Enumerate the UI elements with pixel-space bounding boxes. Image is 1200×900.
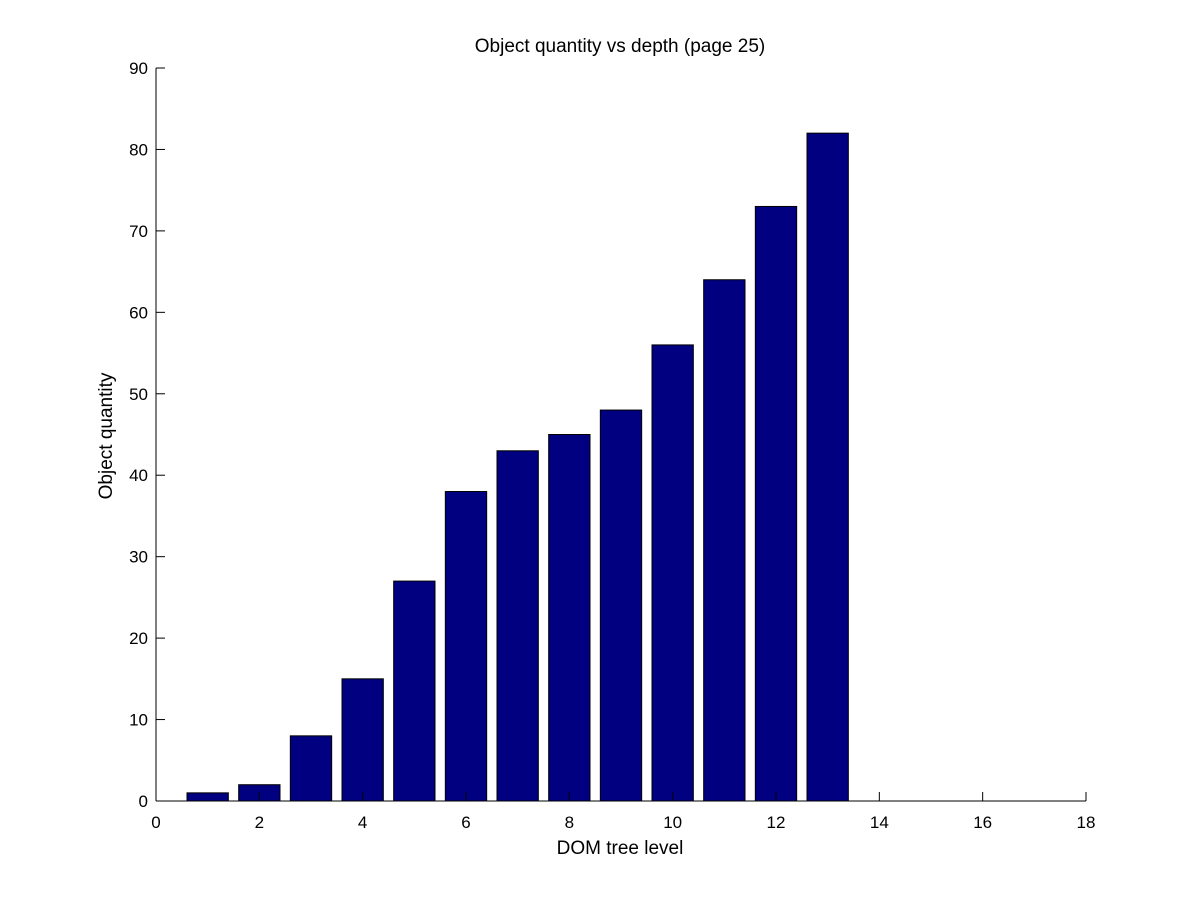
x-tick-label: 14 (870, 813, 889, 832)
y-tick-label: 20 (129, 629, 148, 648)
x-tick-label: 2 (255, 813, 264, 832)
y-tick-label: 30 (129, 548, 148, 567)
y-tick-label: 60 (129, 303, 148, 322)
y-tick-label: 40 (129, 466, 148, 485)
bar-level-4 (341, 678, 384, 802)
x-tick-label: 16 (973, 813, 992, 832)
bar-level-6 (444, 491, 488, 802)
y-tick-label: 50 (129, 385, 148, 404)
y-ticks: 0 10 20 30 40 50 60 70 80 90 (129, 59, 165, 811)
x-tick-label: 0 (151, 813, 160, 832)
y-axis-label: Object quantity (96, 372, 117, 499)
x-tick-label: 18 (1077, 813, 1096, 832)
bar-level-5 (393, 580, 436, 802)
y-tick-label: 80 (129, 140, 148, 159)
bar-level-3 (289, 735, 333, 802)
bar-level-10 (651, 344, 694, 802)
bar-level-13 (806, 132, 849, 802)
bar-level-7 (496, 450, 539, 802)
x-ticks: 0 2 4 6 8 10 12 14 16 18 (151, 792, 1095, 832)
x-tick-label: 6 (461, 813, 470, 832)
bar-level-9 (599, 409, 643, 802)
x-tick-label: 12 (767, 813, 786, 832)
chart-title: Object quantity vs depth (page 25) (475, 36, 765, 57)
y-tick-label: 90 (129, 59, 148, 78)
x-tick-label: 10 (663, 813, 682, 832)
bar-level-11 (703, 279, 746, 802)
axes (155, 68, 1086, 802)
x-tick-label: 8 (565, 813, 574, 832)
x-axis-label: DOM tree level (557, 838, 684, 859)
y-tick-label: 70 (129, 222, 148, 241)
bar-level-12 (754, 205, 798, 802)
y-tick-label: 0 (139, 792, 148, 811)
y-tick-label: 10 (129, 711, 148, 730)
bar-level-1 (186, 792, 229, 802)
bar-level-8 (548, 434, 591, 802)
bars (186, 132, 849, 802)
x-tick-label: 4 (358, 813, 367, 832)
